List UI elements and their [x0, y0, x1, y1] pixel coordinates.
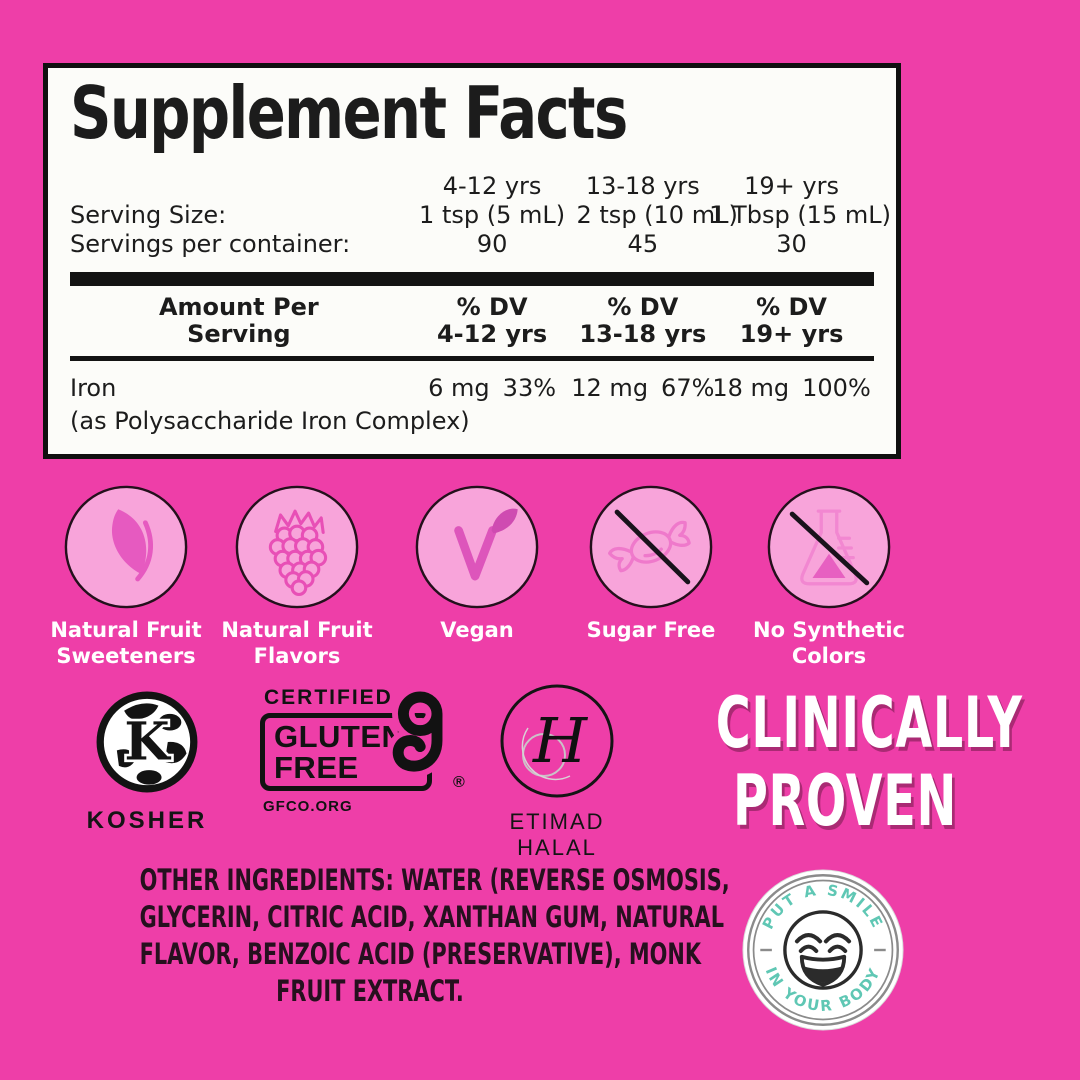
put-a-smile-badge: PUT A SMILE IN YOUR BODY [742, 869, 904, 1031]
leaf-icon [64, 485, 188, 609]
age-column-1: 4-12 yrs [442, 172, 542, 200]
servings-2: 45 [627, 230, 659, 258]
iron-value-2: 12 mg 67% [571, 374, 715, 402]
gfco-g-icon [386, 685, 449, 778]
feature-natural-fruit-sweeteners: Natural Fruit Sweeteners [38, 484, 214, 669]
serving-info-table: 4-12 yrs 13-18 yrs 19+ yrs Serving Size:… [70, 172, 891, 259]
halal-certification: H ETIMAD HALAL [472, 682, 642, 861]
servings-3: 30 [776, 230, 807, 258]
no-flask-icon [767, 485, 891, 609]
feature-no-synthetic-colors: No Synthetic Colors [741, 484, 917, 669]
iron-row: Iron 6 mg 33% 12 mg 67% 18 mg 100% [70, 374, 874, 403]
kosher-label: KOSHER [86, 807, 208, 834]
servings-1: 90 [476, 230, 508, 258]
gf-certified-text: CERTIFIED [264, 686, 393, 709]
other-ingredients-text: OTHER INGREDIENTS: WATER (REVERSE OSMOSI… [139, 863, 730, 1008]
dv-header-1: % DV 4-12 yrs [436, 293, 548, 348]
dv-header-row: Amount Per Serving % DV 4-12 yrs % DV 13… [70, 294, 874, 348]
halal-label: ETIMAD HALAL [509, 809, 605, 860]
age-column-3: 19+ yrs [744, 172, 839, 200]
feature-label: Natural Fruit Sweeteners [50, 618, 202, 668]
clinically-proven-claim: CLINICALLY PROVEN [655, 684, 1035, 840]
servings-per-container-label: Servings per container: [70, 230, 351, 258]
serving-size-2: 2 tsp (10 mL) [576, 201, 738, 229]
registered-mark: ® [453, 774, 465, 791]
dv-header-3: % DV 19+ yrs [739, 293, 844, 348]
serving-size-3: 1 Tbsp (15 mL) [709, 201, 891, 229]
raspberry-icon [235, 485, 359, 609]
gluten-free-certification: CERTIFIED GLUTEN FREE ® GFCO.ORG [260, 685, 475, 826]
iron-value-1: 6 mg 33% [428, 374, 557, 402]
nutrient-detail: (as Polysaccharide Iron Complex) [70, 407, 470, 435]
smiley-face-icon [783, 910, 863, 990]
serving-size-label: Serving Size: [70, 201, 227, 229]
iron-value-3: 18 mg 100% [712, 374, 871, 402]
claim-line-1: CLINICALLY [715, 682, 1023, 764]
feature-vegan: Vegan [389, 484, 565, 643]
supplement-facts-title: Supplement Facts [70, 71, 628, 155]
feature-natural-fruit-flavors: Natural Fruit Flavors [209, 484, 385, 669]
divider-bar [70, 272, 874, 286]
halal-monogram: H [532, 704, 589, 777]
serving-size-1: 1 tsp (5 mL) [419, 201, 566, 229]
dv-header-2: % DV 13-18 yrs [579, 293, 707, 348]
kosher-certification: K KOSHER [77, 690, 217, 835]
kosher-globe-icon: K [96, 691, 198, 793]
no-candy-icon [589, 485, 713, 609]
feature-label: Vegan [440, 618, 514, 642]
feature-sugar-free: Sugar Free [563, 484, 739, 643]
kosher-monogram: K [124, 712, 171, 773]
gf-box: GLUTEN FREE [260, 713, 432, 791]
feature-label: Natural Fruit Flavors [221, 618, 373, 668]
feature-label: Sugar Free [586, 618, 716, 642]
feature-label: No Synthetic Colors [753, 618, 905, 668]
age-column-2: 13-18 yrs [585, 172, 700, 200]
thick-rule [70, 356, 874, 361]
vegan-leaf-check-icon [415, 485, 539, 609]
etimad-halal-icon: H [500, 684, 614, 798]
claim-line-2: PROVEN [732, 760, 957, 842]
supplement-facts-panel: Supplement Facts 4-12 yrs 13-18 yrs 19+ … [43, 63, 901, 459]
amount-per-serving-header: Amount Per Serving [158, 293, 319, 348]
nutrient-name: Iron [70, 374, 117, 402]
gfco-org-text: GFCO.ORG [263, 798, 353, 815]
